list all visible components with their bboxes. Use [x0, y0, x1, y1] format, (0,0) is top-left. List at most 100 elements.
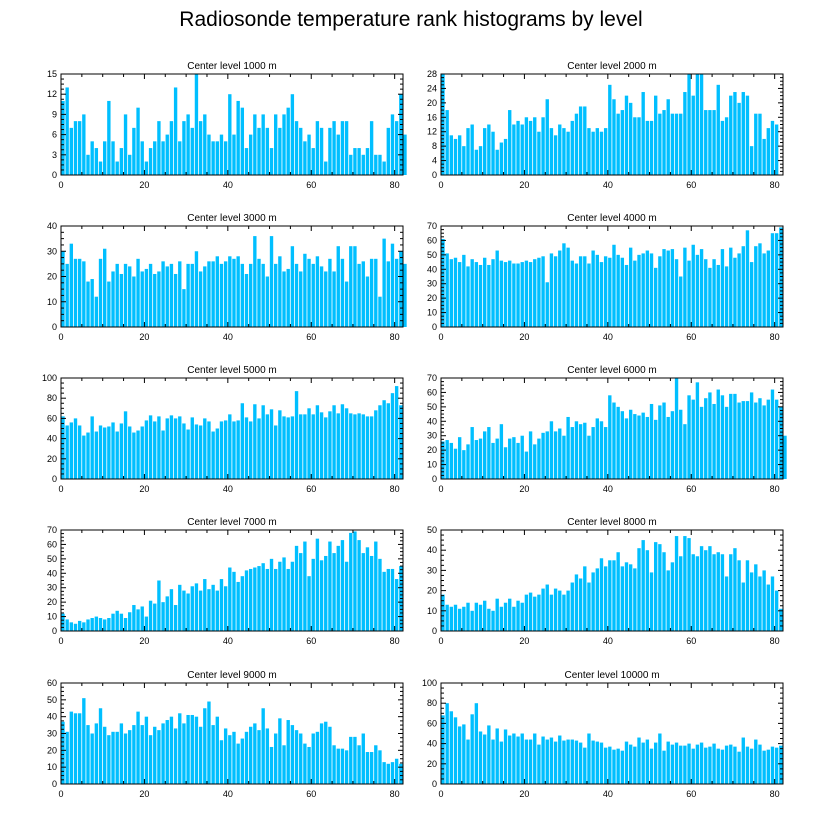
bar: [198, 726, 203, 784]
bar: [161, 430, 165, 479]
bar: [633, 117, 637, 175]
bar: [545, 99, 549, 175]
bar: [637, 254, 641, 327]
panel-title: Center level 2000 m: [567, 61, 657, 72]
bar: [774, 233, 779, 327]
bar: [290, 725, 295, 784]
y-tick-label: 60: [427, 718, 437, 728]
bar: [441, 594, 445, 631]
bar: [390, 762, 395, 784]
bar: [65, 263, 69, 327]
y-tick-label: 50: [427, 525, 437, 535]
bar: [274, 114, 278, 175]
bar: [624, 741, 629, 784]
bar: [136, 711, 140, 784]
x-tick-label: 60: [306, 789, 316, 799]
bar: [269, 746, 274, 784]
bar: [123, 411, 128, 479]
bar: [403, 263, 407, 327]
bar: [574, 263, 579, 327]
bar: [770, 746, 775, 784]
bar: [574, 740, 579, 784]
bar: [595, 128, 599, 175]
bar: [662, 110, 666, 175]
bar: [382, 400, 386, 479]
bar: [762, 570, 766, 631]
bar: [144, 420, 149, 479]
bar: [704, 110, 708, 175]
bar: [520, 262, 524, 327]
bar: [332, 553, 336, 631]
bar: [378, 296, 382, 327]
x-tick-label: 20: [519, 332, 529, 342]
x-tick-label: 80: [390, 332, 400, 342]
bar: [186, 593, 190, 631]
bar: [103, 248, 107, 327]
bar: [303, 414, 307, 479]
bar: [654, 267, 658, 327]
x-tick-label: 20: [519, 180, 529, 190]
bar: [240, 738, 245, 784]
bar: [724, 406, 729, 479]
bar: [132, 432, 136, 479]
bar: [541, 736, 545, 784]
bar: [695, 74, 700, 175]
bar: [132, 725, 136, 784]
bar: [754, 113, 758, 175]
bar: [662, 402, 666, 479]
bar: [578, 578, 583, 631]
bar: [587, 435, 591, 479]
bar: [470, 714, 474, 784]
bar: [282, 557, 286, 631]
bar: [574, 421, 579, 479]
bar: [278, 561, 282, 631]
bar: [77, 258, 82, 327]
bar: [182, 423, 186, 479]
y-tick-label: 40: [47, 221, 57, 231]
bar: [361, 261, 365, 327]
bar: [286, 417, 290, 479]
bar: [203, 266, 207, 327]
y-tick-label: 10: [47, 297, 57, 307]
bar: [319, 723, 324, 784]
x-tick-label: 0: [58, 484, 63, 494]
y-tick-label: 12: [47, 89, 57, 99]
y-tick-label: 40: [47, 568, 57, 578]
bar: [211, 431, 215, 479]
bar: [378, 558, 382, 631]
bar: [503, 729, 508, 784]
bar: [670, 562, 675, 631]
bar: [624, 562, 629, 631]
y-tick-label: 0: [432, 474, 437, 484]
bar: [595, 254, 599, 327]
bar: [641, 540, 645, 631]
bar: [228, 94, 232, 175]
y-tick-label: 15: [47, 69, 57, 79]
bar: [328, 258, 332, 327]
bar: [749, 572, 754, 631]
bar: [165, 418, 169, 479]
panel-6: Center level 6000 m 0 20 40 60 80 0 10 20 30 40 50 6…: [427, 365, 787, 494]
bar: [61, 416, 65, 479]
bar: [674, 259, 679, 327]
bar: [699, 74, 704, 175]
bar: [449, 259, 454, 327]
bar: [215, 256, 219, 327]
bar: [228, 256, 232, 327]
bar: [658, 256, 662, 327]
bar: [670, 249, 675, 327]
bar: [779, 227, 783, 327]
bar: [257, 418, 261, 479]
bar: [253, 404, 257, 479]
bar: [178, 416, 182, 479]
bar: [558, 250, 562, 327]
bar: [774, 399, 779, 479]
bar: [211, 141, 215, 175]
bar: [599, 558, 604, 631]
bar: [774, 590, 779, 631]
bar: [720, 554, 725, 631]
bar: [616, 113, 620, 175]
bar: [603, 128, 608, 175]
bar: [583, 422, 587, 479]
bar: [595, 568, 599, 631]
